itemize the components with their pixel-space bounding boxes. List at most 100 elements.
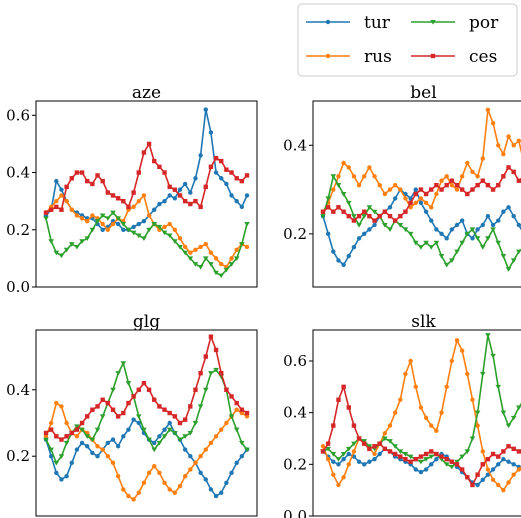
data-point-tur	[511, 462, 516, 467]
data-point-por	[156, 440, 163, 446]
data-point-ces	[475, 472, 480, 477]
data-point-por	[449, 258, 455, 264]
data-point-rus	[485, 467, 491, 472]
data-point-por	[428, 245, 435, 250]
data-point-ces	[496, 182, 501, 188]
data-point-rus	[131, 497, 136, 502]
data-point-rus	[496, 143, 501, 148]
series-line-por	[45, 211, 248, 277]
plot-area	[43, 107, 250, 279]
data-point-ces	[177, 193, 183, 198]
panel-title: slk	[411, 312, 436, 332]
data-point-ces	[351, 218, 357, 223]
data-point-por	[335, 457, 342, 462]
data-point-rus	[413, 200, 418, 206]
data-point-por	[325, 196, 331, 202]
data-point-por	[177, 437, 183, 443]
data-point-ces	[224, 167, 229, 172]
data-point-por	[474, 410, 481, 416]
data-point-por	[505, 423, 512, 429]
data-point-por	[223, 267, 230, 273]
data-point-ces	[480, 178, 485, 183]
data-point-por	[48, 447, 54, 453]
data-point-por	[197, 404, 204, 409]
data-point-rus	[74, 434, 80, 439]
data-point-tur	[131, 417, 136, 422]
data-point-ces	[392, 451, 398, 457]
data-point-ces	[203, 354, 208, 359]
data-point-tur	[485, 472, 491, 477]
data-point-ces	[490, 187, 496, 192]
data-point-por	[423, 240, 429, 246]
data-point-por	[479, 371, 486, 377]
data-point-tur	[459, 218, 465, 223]
data-point-por	[340, 192, 347, 197]
data-point-rus	[336, 174, 341, 179]
data-point-rus	[172, 227, 178, 232]
panel-title: aze	[132, 83, 161, 103]
data-point-rus	[398, 187, 403, 192]
data-point-ces	[485, 456, 491, 462]
data-point-por	[161, 434, 168, 439]
data-point-rus	[141, 480, 147, 485]
data-point-por	[79, 427, 85, 433]
data-point-por	[464, 231, 471, 237]
panels: aze 0.0 0.2 0.4 0.6 bel 0.2 0.4 glg 0.2 0.4 slk 0.0 0…	[6, 83, 521, 518]
data-point-ces	[203, 184, 208, 190]
data-point-por	[63, 247, 70, 253]
data-point-tur	[377, 451, 382, 457]
data-point-tur	[336, 258, 341, 263]
data-point-rus	[470, 397, 475, 402]
y-tick-label: 0.6	[6, 106, 30, 124]
data-point-ces	[372, 218, 377, 223]
data-point-ces	[506, 444, 511, 449]
data-point-tur	[434, 456, 439, 462]
data-point-ces	[198, 204, 203, 210]
data-point-tur	[449, 227, 455, 232]
panel-title: bel	[410, 83, 436, 103]
data-point-ces	[95, 173, 100, 178]
series-line-por	[322, 175, 521, 271]
data-point-por	[382, 436, 388, 442]
data-point-tur	[423, 209, 429, 214]
axes-frame	[312, 100, 521, 288]
data-point-tur	[54, 178, 59, 184]
data-point-por	[192, 262, 199, 267]
data-point-por	[43, 437, 49, 443]
data-point-ces	[362, 441, 367, 446]
data-point-rus	[485, 107, 491, 113]
data-point-por	[105, 216, 111, 221]
legend-entry-ces: ces	[411, 47, 497, 67]
legend-label: por	[469, 13, 499, 33]
data-point-ces	[193, 387, 198, 392]
data-point-ces	[331, 209, 336, 214]
data-point-tur	[152, 207, 157, 212]
data-point-tur	[490, 467, 496, 472]
data-point-ces	[110, 407, 116, 412]
data-point-ces	[516, 449, 521, 454]
data-point-por	[387, 439, 393, 444]
data-point-por	[407, 231, 414, 237]
data-point-ces	[234, 400, 239, 406]
data-point-tur	[346, 451, 351, 457]
data-point-rus	[516, 138, 521, 144]
data-point-rus	[346, 462, 351, 467]
data-point-ces	[121, 198, 126, 204]
plot-area	[320, 107, 521, 272]
data-point-rus	[69, 207, 74, 212]
data-point-tur	[90, 450, 95, 456]
data-point-rus	[64, 198, 69, 204]
data-point-rus	[110, 460, 116, 466]
data-point-tur	[356, 459, 362, 464]
data-point-por	[125, 381, 132, 386]
panel-glg: glg 0.2 0.4	[6, 312, 258, 517]
data-point-tur	[506, 459, 511, 464]
data-point-rus	[54, 400, 59, 406]
data-point-rus	[501, 151, 506, 157]
data-point-rus	[244, 414, 250, 419]
data-point-por	[120, 222, 127, 227]
data-point-tur	[85, 444, 90, 449]
data-point-ces	[110, 193, 116, 198]
data-point-ces	[229, 394, 234, 399]
data-point-rus	[213, 256, 219, 261]
